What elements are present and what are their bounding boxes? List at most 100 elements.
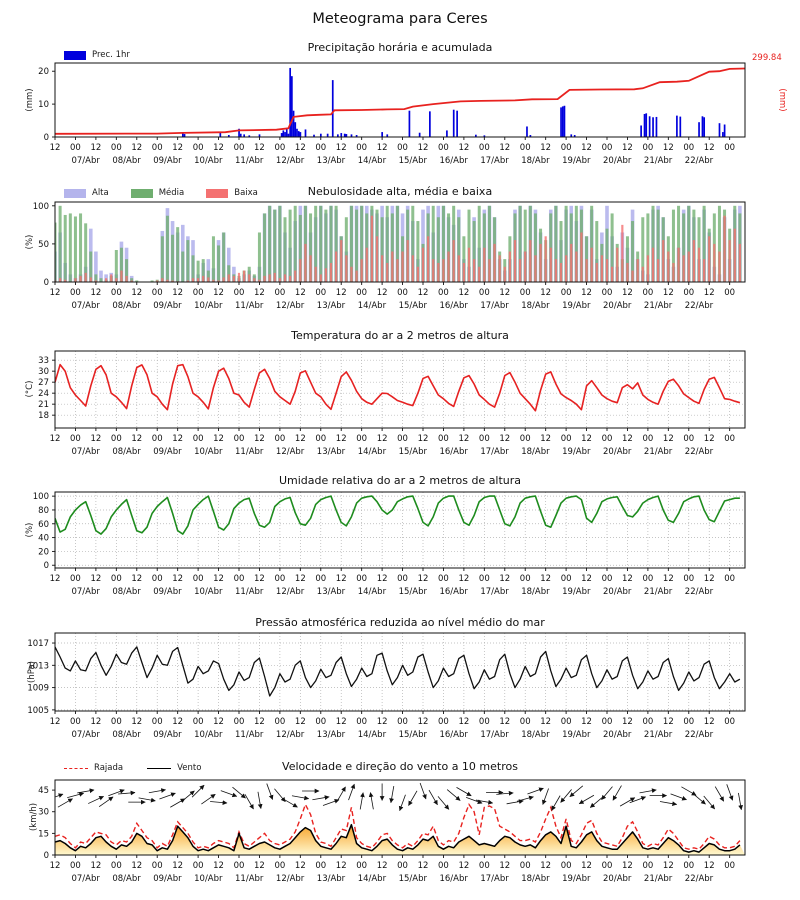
svg-text:21/Abr: 21/Abr: [644, 874, 673, 884]
svg-text:12: 12: [254, 717, 265, 727]
svg-text:00: 00: [111, 861, 122, 871]
ylabel-precipitation: (mm): [25, 88, 35, 112]
svg-text:10/Abr: 10/Abr: [194, 874, 223, 884]
svg-text:24: 24: [38, 389, 49, 399]
svg-text:21/Abr: 21/Abr: [644, 730, 673, 740]
accumulated-max-value: 299.84: [752, 53, 782, 63]
svg-text:08/Abr: 08/Abr: [112, 587, 141, 597]
svg-text:18/Abr: 18/Abr: [521, 730, 550, 740]
panel-title-cloudiness: Nebulosidade alta, média e baixa: [307, 185, 493, 198]
svg-text:00: 00: [315, 574, 326, 584]
svg-text:22/Abr: 22/Abr: [685, 301, 714, 311]
svg-text:15/Abr: 15/Abr: [399, 301, 428, 311]
svg-text:00: 00: [683, 434, 694, 444]
svg-text:11/Abr: 11/Abr: [235, 447, 264, 457]
svg-text:12: 12: [254, 861, 265, 871]
ylabel-accumulated-right: (mm): [777, 88, 787, 112]
svg-text:12: 12: [458, 861, 469, 871]
svg-text:16/Abr: 16/Abr: [439, 587, 468, 597]
svg-text:12: 12: [704, 434, 715, 444]
svg-text:0: 0: [44, 561, 49, 571]
svg-text:00: 00: [356, 434, 367, 444]
svg-text:12: 12: [377, 574, 388, 584]
svg-text:12: 12: [418, 288, 429, 298]
svg-text:12: 12: [622, 717, 633, 727]
svg-text:12: 12: [90, 143, 101, 153]
svg-text:12: 12: [704, 861, 715, 871]
svg-text:17/Abr: 17/Abr: [480, 874, 509, 884]
svg-text:12: 12: [90, 574, 101, 584]
svg-text:07/Abr: 07/Abr: [71, 156, 100, 166]
svg-text:12: 12: [295, 434, 306, 444]
svg-text:17/Abr: 17/Abr: [480, 301, 509, 311]
svg-text:12: 12: [213, 574, 224, 584]
svg-text:00: 00: [152, 143, 163, 153]
svg-text:14/Abr: 14/Abr: [358, 156, 387, 166]
svg-text:1017: 1017: [27, 639, 49, 649]
svg-text:12: 12: [663, 143, 674, 153]
svg-text:12: 12: [213, 143, 224, 153]
baixa-legend-label: Baixa: [234, 188, 258, 198]
svg-text:00: 00: [479, 717, 490, 727]
svg-text:21: 21: [38, 400, 49, 410]
ylabel-pressure: (hPa): [27, 661, 37, 683]
svg-text:08/Abr: 08/Abr: [112, 874, 141, 884]
svg-text:07/Abr: 07/Abr: [71, 587, 100, 597]
svg-text:12: 12: [622, 434, 633, 444]
svg-text:00: 00: [438, 288, 449, 298]
svg-text:30: 30: [38, 808, 49, 818]
svg-text:00: 00: [479, 861, 490, 871]
svg-text:12: 12: [213, 288, 224, 298]
svg-text:00: 00: [561, 288, 572, 298]
svg-text:18/Abr: 18/Abr: [521, 301, 550, 311]
svg-text:12: 12: [90, 861, 101, 871]
svg-text:11/Abr: 11/Abr: [235, 301, 264, 311]
svg-text:19/Abr: 19/Abr: [562, 587, 591, 597]
svg-text:12: 12: [663, 574, 674, 584]
svg-text:18: 18: [38, 411, 49, 421]
svg-text:00: 00: [438, 143, 449, 153]
panel-title-temperature: Temperatura do ar a 2 metros de altura: [291, 329, 509, 342]
svg-text:14/Abr: 14/Abr: [358, 301, 387, 311]
svg-text:1005: 1005: [27, 706, 49, 716]
svg-text:07/Abr: 07/Abr: [71, 301, 100, 311]
svg-text:14/Abr: 14/Abr: [358, 587, 387, 597]
svg-text:00: 00: [274, 434, 285, 444]
svg-text:12: 12: [581, 143, 592, 153]
svg-text:12: 12: [213, 861, 224, 871]
svg-text:15/Abr: 15/Abr: [399, 730, 428, 740]
svg-text:00: 00: [438, 717, 449, 727]
svg-text:33: 33: [38, 356, 49, 366]
svg-text:00: 00: [111, 434, 122, 444]
svg-text:12: 12: [336, 717, 347, 727]
svg-text:80: 80: [38, 506, 49, 516]
svg-text:00: 00: [315, 288, 326, 298]
svg-text:19/Abr: 19/Abr: [562, 156, 591, 166]
svg-text:12: 12: [622, 288, 633, 298]
svg-text:11/Abr: 11/Abr: [235, 730, 264, 740]
svg-text:12: 12: [499, 717, 510, 727]
svg-text:12: 12: [622, 143, 633, 153]
svg-text:18/Abr: 18/Abr: [521, 156, 550, 166]
svg-text:00: 00: [111, 717, 122, 727]
svg-text:12: 12: [336, 288, 347, 298]
prec-legend-swatch: [64, 50, 86, 60]
svg-text:00: 00: [561, 434, 572, 444]
svg-text:14/Abr: 14/Abr: [358, 730, 387, 740]
svg-text:12: 12: [336, 861, 347, 871]
svg-text:00: 00: [724, 717, 735, 727]
svg-text:40: 40: [38, 534, 49, 544]
svg-text:12/Abr: 12/Abr: [276, 301, 305, 311]
svg-text:00: 00: [438, 574, 449, 584]
svg-text:21/Abr: 21/Abr: [644, 587, 673, 597]
svg-text:00: 00: [724, 574, 735, 584]
svg-text:12: 12: [172, 574, 183, 584]
svg-text:00: 00: [642, 861, 653, 871]
vento-legend-label: Vento: [177, 763, 202, 773]
svg-text:12: 12: [50, 288, 61, 298]
svg-text:00: 00: [397, 717, 408, 727]
svg-text:12: 12: [377, 434, 388, 444]
svg-text:00: 00: [234, 717, 245, 727]
svg-text:12: 12: [336, 574, 347, 584]
svg-text:20/Abr: 20/Abr: [603, 587, 632, 597]
